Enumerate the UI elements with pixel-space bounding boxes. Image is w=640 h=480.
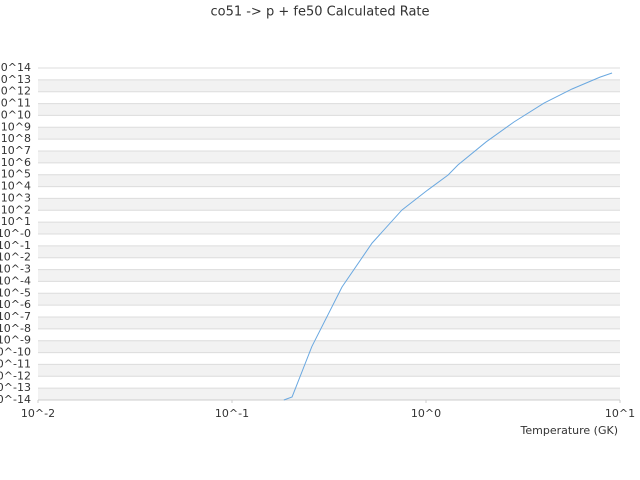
y-tick-label: 10^14 <box>0 61 31 74</box>
y-tick-label: 10^10 <box>0 108 31 121</box>
grid-band <box>38 127 620 140</box>
grid-band <box>38 103 620 116</box>
y-tick-label: 10^13 <box>0 73 31 86</box>
x-tick-label: 10^1 <box>605 407 635 420</box>
y-tick-label: 10^5 <box>1 168 31 181</box>
grid-band <box>38 388 620 400</box>
y-tick-label: 10^-6 <box>0 298 31 311</box>
grid-band <box>38 257 620 270</box>
grid-band <box>38 317 620 329</box>
y-tick-label: 10^-7 <box>0 310 31 323</box>
y-tick-label: 10^11 <box>0 97 31 110</box>
grid-band <box>38 340 620 353</box>
grid-band <box>38 79 620 92</box>
grid-band <box>38 222 620 234</box>
y-tick-label: 10^-9 <box>0 334 31 347</box>
y-tick-label: 10^9 <box>1 120 31 133</box>
grid-band <box>38 352 620 365</box>
y-tick-label: 10^-2 <box>0 251 31 264</box>
y-tick-label: 10^-4 <box>0 274 31 287</box>
grid-band <box>38 91 620 104</box>
grid-band <box>38 68 620 80</box>
y-tick-label: 10^-12 <box>0 369 31 382</box>
grid-band <box>38 162 620 175</box>
y-tick-label: 10^6 <box>1 156 31 169</box>
y-tick-label: 10^-5 <box>0 286 31 299</box>
y-tick-label: 10^-0 <box>0 227 31 240</box>
data-line <box>283 72 613 401</box>
grid-band <box>38 364 620 377</box>
grid-band <box>38 281 620 294</box>
grid-band <box>38 305 620 317</box>
grid-band <box>38 139 620 151</box>
grid-band <box>38 245 620 258</box>
x-tick-label: 10^-2 <box>21 407 55 420</box>
y-tick-label: 10^4 <box>1 180 31 193</box>
x-tick-label: 10^-1 <box>215 407 249 420</box>
grid-band <box>38 198 620 211</box>
grid-band <box>38 115 620 128</box>
grid-band <box>38 174 620 187</box>
y-tick-label: 10^-13 <box>0 381 31 394</box>
y-tick-label: 10^-14 <box>0 393 31 406</box>
y-tick-label: 10^-8 <box>0 322 31 335</box>
grid-band <box>38 328 620 341</box>
grid-band <box>38 186 620 199</box>
y-tick-label: 10^8 <box>1 132 31 145</box>
x-tick-label: 10^0 <box>411 407 441 420</box>
y-tick-label: 10^-11 <box>0 357 31 370</box>
y-tick-label: 10^1 <box>1 215 31 228</box>
grid-band <box>38 376 620 389</box>
grid-band <box>38 293 620 306</box>
y-tick-label: 10^3 <box>1 191 31 204</box>
grid-band <box>38 234 620 246</box>
x-axis-label: Temperature (GK) <box>520 424 619 437</box>
y-tick-label: 10^7 <box>1 144 31 157</box>
y-tick-label: 10^-10 <box>0 346 31 359</box>
y-tick-label: 10^-1 <box>0 239 31 252</box>
y-tick-label: 10^12 <box>0 85 31 98</box>
y-tick-label: 10^-3 <box>0 263 31 276</box>
y-tick-label: 10^2 <box>1 203 31 216</box>
grid-band <box>38 210 620 223</box>
grid-band <box>38 269 620 282</box>
grid-band <box>38 151 620 163</box>
chart-title: co51 -> p + fe50 Calculated Rate <box>210 5 429 20</box>
